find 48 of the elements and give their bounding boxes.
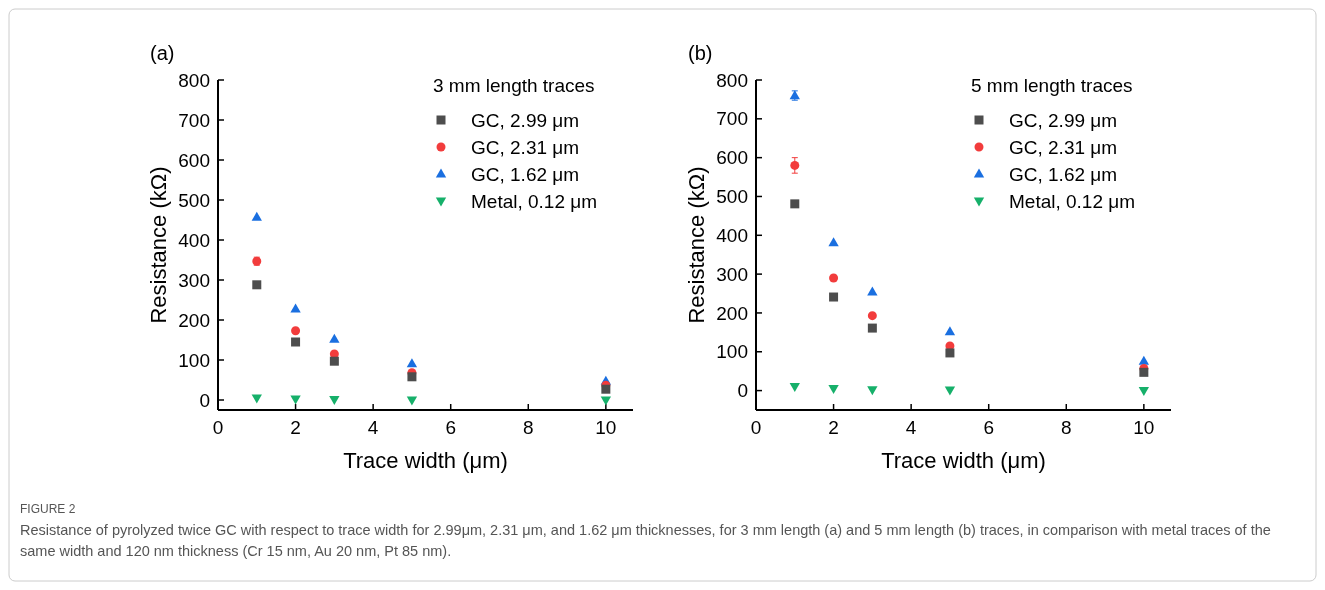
y-tick-label: 300 xyxy=(716,263,748,285)
x-tick-label: 6 xyxy=(445,417,456,438)
x-tick-label: 10 xyxy=(1133,417,1155,438)
y-tick-label: 500 xyxy=(178,189,210,211)
x-tick-label: 2 xyxy=(290,417,301,438)
chart-title: (b) xyxy=(688,42,713,64)
legend-title: 3 mm length traces xyxy=(433,75,595,96)
y-tick-label: 0 xyxy=(737,380,748,402)
legend-label: GC, 1.62 μm xyxy=(471,163,580,185)
text: Resistance of pyrolyzed twice GC with respect to trace width for 2.99μm, 2.31 μm, and 1.62 μm thicknesses, for 3 mm length (a) and 5 mm length (b) traces, in comparison with metal traces of the same width and 120 nm thickness (Cr 15 nm, Au 20 nm, Pt 85 nm). xyxy=(20,521,1272,561)
legend-label: GC, 2.31 μm xyxy=(471,136,580,158)
x-tick-label: 0 xyxy=(212,417,224,438)
legend-label: Metal, 0.12 μm xyxy=(471,190,598,212)
x-tick-label: 4 xyxy=(905,417,917,438)
legend-label: GC, 2.99 μm xyxy=(1009,109,1118,131)
legend-label: GC, 2.31 μm xyxy=(1009,136,1118,158)
y-tick-label: 800 xyxy=(716,69,748,91)
y-tick-label: 200 xyxy=(716,302,748,324)
y-tick-label: 500 xyxy=(716,186,748,208)
x-axis-title: Trace width (μm) xyxy=(343,448,508,473)
y-tick-label: 300 xyxy=(178,269,210,291)
x-tick-label: 6 xyxy=(983,417,994,438)
y-tick-label: 700 xyxy=(178,109,210,131)
x-tick-label: 8 xyxy=(1060,417,1072,438)
y-tick-label: 100 xyxy=(716,341,748,363)
y-tick-label: 400 xyxy=(716,224,748,246)
y-tick-label: 600 xyxy=(178,149,210,171)
x-tick-label: 10 xyxy=(595,417,617,438)
y-axis-title: Resistance (kΩ) xyxy=(146,166,171,324)
y-tick-label: 700 xyxy=(716,108,748,130)
legend-label: Metal, 0.12 μm xyxy=(1009,190,1136,212)
x-tick-label: 0 xyxy=(750,417,762,438)
x-tick-label: 4 xyxy=(367,417,379,438)
x-tick-label: 2 xyxy=(828,417,839,438)
x-axis-title: Trace width (μm) xyxy=(881,448,1046,473)
y-tick-label: 400 xyxy=(178,229,210,251)
legend-label: GC, 2.99 μm xyxy=(471,109,580,131)
legend-label: GC, 1.62 μm xyxy=(1009,163,1118,185)
y-tick-label: 600 xyxy=(716,147,748,169)
y-axis-title: Resistance (kΩ) xyxy=(684,166,709,324)
chart-title: (a) xyxy=(150,42,175,64)
y-tick-label: 100 xyxy=(178,349,210,371)
y-tick-label: 200 xyxy=(178,309,210,331)
x-tick-label: 8 xyxy=(522,417,534,438)
y-tick-label: 0 xyxy=(199,389,210,411)
legend-title: 5 mm length traces xyxy=(971,75,1133,96)
caption: FIGURE 2 xyxy=(20,502,76,516)
y-tick-label: 800 xyxy=(178,69,210,91)
